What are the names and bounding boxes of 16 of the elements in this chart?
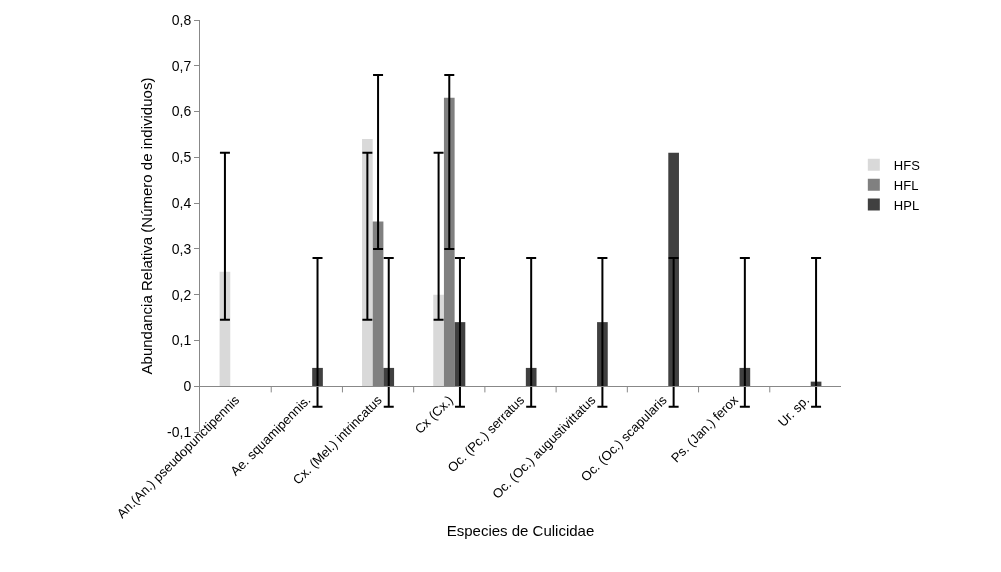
y-tick-label: 0,4: [171, 195, 192, 212]
y-tick-label: 0,3: [171, 240, 192, 257]
y-axis-title: Abundancia Relativa (Número de individuos): [138, 77, 156, 375]
x-axis-title: Especies de Culicidae: [446, 522, 595, 540]
y-tick-label: 0,2: [171, 286, 192, 303]
legend-label: HFS: [893, 157, 921, 173]
legend-label: HFL: [893, 177, 919, 193]
bar: [433, 294, 444, 387]
x-tick-label: Ur. sp.: [774, 392, 813, 430]
y-tick-label: 0,6: [171, 103, 192, 120]
legend-label: HPL: [893, 197, 920, 213]
y-tick-label: 0,7: [171, 57, 192, 74]
y-tick-label: 0: [183, 378, 192, 395]
y-tick-label: 0,1: [171, 332, 192, 349]
y-tick-label: 0,8: [171, 11, 192, 28]
y-tick-label: 0,5: [171, 149, 192, 166]
